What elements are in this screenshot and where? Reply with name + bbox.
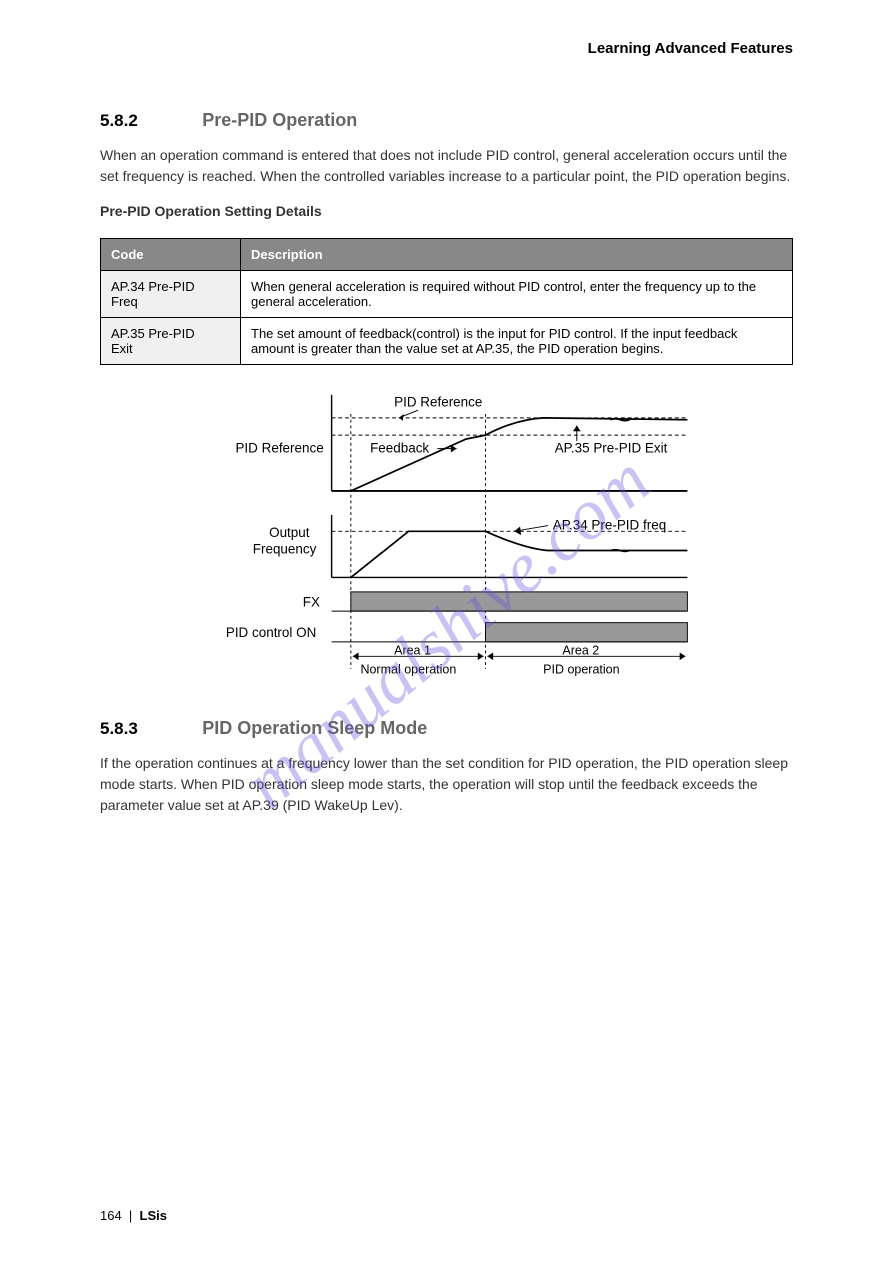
table-heading: Pre-PID Operation Setting Details: [100, 201, 793, 222]
section-2-num: 5.8.3: [100, 719, 138, 738]
label-pid-op: PID operation: [543, 663, 619, 677]
param-table: Code Description AP.34 Pre-PID Freq When…: [100, 238, 793, 365]
cell-code: AP.34 Pre-PID Freq: [101, 271, 241, 318]
section-2-intro: If the operation continues at a frequenc…: [100, 753, 793, 816]
section-1-num: 5.8.2: [100, 111, 138, 130]
table-row: AP.35 Pre-PID Exit The set amount of fee…: [101, 318, 793, 365]
footer: 164 | LSis: [100, 1208, 167, 1223]
section-1-intro: When an operation command is entered tha…: [100, 145, 793, 187]
label-pid-control-on: PID control ON: [225, 625, 315, 640]
label-area1: Area 1: [394, 643, 431, 657]
label-normal-op: Normal operation: [360, 663, 456, 677]
footer-title: LSis: [140, 1208, 167, 1223]
label-output-l2: Frequency: [252, 541, 316, 556]
label-output-l1: Output: [269, 525, 310, 540]
cell-desc: The set amount of feedback(control) is t…: [241, 318, 793, 365]
label-feedback: Feedback: [370, 440, 429, 455]
diagram-svg: PID Reference PID Reference Feedback AP.…: [197, 385, 697, 693]
label-area2: Area 2: [562, 643, 599, 657]
table-row: AP.34 Pre-PID Freq When general accelera…: [101, 271, 793, 318]
section-2: 5.8.3 PID Operation Sleep Mode If the op…: [100, 718, 793, 816]
pre-pid-diagram: PID Reference PID Reference Feedback AP.…: [197, 385, 697, 698]
section-1-title: Pre-PID Operation: [202, 110, 357, 130]
label-pre-pid-exit: AP.35 Pre-PID Exit: [554, 440, 667, 455]
col-desc: Description: [241, 239, 793, 271]
label-fx: FX: [302, 594, 319, 609]
label-pre-pid-freq: AP.34 Pre-PID freq: [552, 517, 665, 532]
cell-desc: When general acceleration is required wi…: [241, 271, 793, 318]
col-code: Code: [101, 239, 241, 271]
section-1: 5.8.2 Pre-PID Operation When an operatio…: [100, 110, 793, 187]
cell-code: AP.35 Pre-PID Exit: [101, 318, 241, 365]
page: Learning Advanced Features 5.8.2 Pre-PID…: [0, 0, 893, 1263]
section-2-title: PID Operation Sleep Mode: [202, 718, 427, 738]
header-right: Learning Advanced Features: [588, 40, 793, 57]
page-number: 164: [100, 1208, 122, 1223]
label-pid-reference-axis: PID Reference: [235, 440, 323, 455]
label-pid-reference-title: PID Reference: [394, 394, 482, 409]
